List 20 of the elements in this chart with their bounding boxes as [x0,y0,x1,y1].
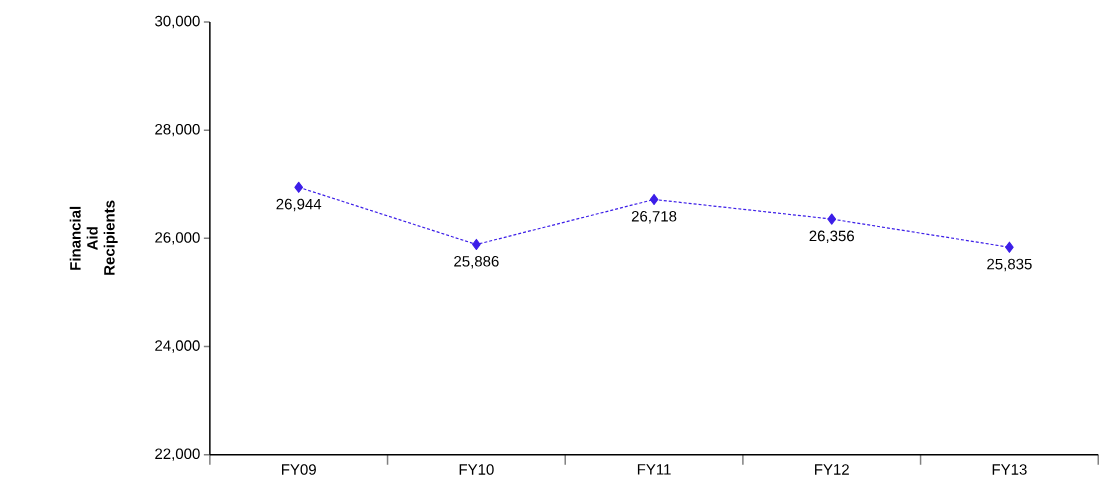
point [827,213,837,225]
point [294,181,304,194]
data-label: 26,944 [276,198,322,212]
x-tick-label: FY09 [282,464,316,475]
y-axis-title: Financial Aid Recipients [69,200,118,275]
x-tick-label: FY10 [459,464,494,475]
x-tick-label: FY12 [815,464,849,475]
point [649,194,659,206]
y-tick-label: 30,000 [155,15,200,29]
y-tick-label: 28,000 [155,124,200,137]
data-label: 26,356 [809,230,854,244]
data-label: 26,718 [631,211,677,224]
x-tick-label: FY11 [637,464,671,475]
point [472,239,481,251]
y-tick-label: 22,000 [155,448,200,462]
y-tick-label: 26,000 [155,232,200,245]
data-label: 25,835 [987,258,1032,272]
data-label: 25,886 [454,256,499,269]
x-tick-label: FY13 [992,464,1027,475]
y-tick-label: 24,000 [155,340,200,353]
